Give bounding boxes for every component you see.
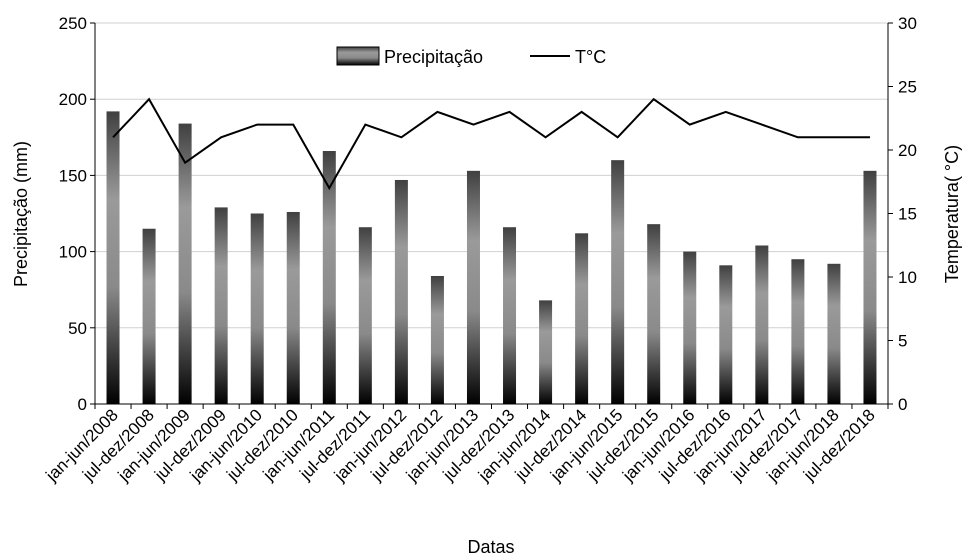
right-tick-label: 0 [898, 395, 907, 414]
left-tick-label: 200 [59, 90, 87, 109]
right-tick-label: 5 [898, 332, 907, 351]
temperature-line [112, 97, 870, 191]
right-tick-label: 25 [898, 78, 917, 97]
bar [142, 228, 156, 404]
right-tick-label: 20 [898, 141, 917, 160]
legend: Precipitação T°C [336, 46, 606, 67]
bar [106, 111, 120, 404]
right-tick-label: 30 [898, 14, 917, 33]
bar [647, 224, 661, 404]
legend-bar-swatch [336, 46, 380, 66]
x-axis-title: Datas [467, 537, 514, 557]
left-tick-label: 0 [78, 395, 87, 414]
left-tick-label: 250 [59, 14, 87, 33]
left-tick-label: 100 [59, 243, 87, 262]
right-axis-title: Temperatura( °C) [942, 145, 962, 283]
right-tick-label: 10 [898, 268, 917, 287]
bar [575, 233, 589, 404]
bar [683, 251, 697, 404]
bar [322, 151, 336, 404]
bar [394, 179, 408, 404]
left-axis-ticks: 0 50 100 150 200 250 [59, 14, 95, 414]
bar [214, 207, 228, 404]
bar [611, 160, 625, 404]
axes [94, 23, 889, 405]
bar [827, 263, 841, 404]
bar [430, 275, 444, 404]
bar [755, 245, 769, 404]
legend-temperature-label: T°C [575, 47, 606, 67]
bar [286, 211, 300, 404]
left-tick-label: 50 [68, 319, 87, 338]
bar [539, 300, 553, 404]
left-tick-label: 150 [59, 166, 87, 185]
right-axis-ticks: 0 5 10 15 20 25 30 [888, 14, 917, 414]
bar [791, 259, 805, 404]
x-axis-ticks: jan-jun/2008jul-dez/2008jan-jun/2009jul-… [42, 404, 889, 486]
right-tick-label: 15 [898, 205, 917, 224]
bar [466, 170, 480, 404]
bar [719, 265, 733, 404]
bar [178, 123, 192, 405]
legend-precipitation-label: Precipitação [384, 47, 483, 67]
gridlines [95, 22, 888, 329]
precipitation-bars [106, 111, 877, 405]
bar [250, 213, 264, 404]
bar [863, 170, 877, 404]
bar [503, 227, 517, 404]
bar [358, 227, 372, 404]
left-axis-title: Precipitação (mm) [11, 141, 31, 287]
